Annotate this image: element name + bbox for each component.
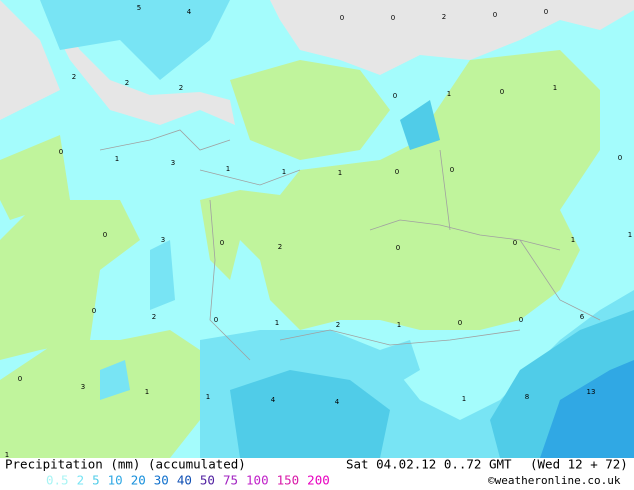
valid-time: Sat 04.02.12 0..72 GMT <box>346 457 512 472</box>
legend-item: 0.5 <box>46 473 69 488</box>
map-value: 0 <box>396 244 400 252</box>
map-value: 0 <box>18 375 22 383</box>
map-value: 0 <box>618 154 622 162</box>
map-value: 1 <box>5 451 9 459</box>
map-value: 1 <box>145 388 149 396</box>
legend-item: 200 <box>307 473 330 488</box>
legend-item: 75 <box>223 473 238 488</box>
wet-area <box>40 0 230 80</box>
map-value: 0 <box>340 14 344 22</box>
map-value: 1 <box>628 231 632 239</box>
map-value: 2 <box>442 13 446 21</box>
map-value: 4 <box>335 398 340 406</box>
wet-area <box>230 370 390 458</box>
map-value: 3 <box>171 159 175 167</box>
legend-item: 50 <box>200 473 215 488</box>
legend-item: 150 <box>277 473 300 488</box>
map-value: 1 <box>397 321 401 329</box>
map-value: 1 <box>282 168 286 176</box>
map-value: 1 <box>571 236 575 244</box>
map-value: 1 <box>447 90 451 98</box>
map-value: 2 <box>125 79 129 87</box>
border <box>99 129 601 361</box>
map-value: 2 <box>72 73 76 81</box>
map-value: 2 <box>152 313 156 321</box>
map-value: 0 <box>544 8 548 16</box>
no-data-area <box>270 0 634 75</box>
map-value: 0 <box>393 92 397 100</box>
map-value: 1 <box>338 169 342 177</box>
map-value: 6 <box>580 313 585 321</box>
map-value: 1 <box>115 155 119 163</box>
legend-item: 5 <box>92 473 100 488</box>
credit: ©weatheronline.co.uk <box>488 474 621 487</box>
map-value: 13 <box>587 388 596 396</box>
map-value: 0 <box>391 14 395 22</box>
map-value: 0 <box>103 231 107 239</box>
legend-item: 20 <box>131 473 146 488</box>
map-value: 5 <box>137 4 141 12</box>
legend-item: 100 <box>246 473 269 488</box>
map-value: 0 <box>458 319 462 327</box>
map-value: 0 <box>450 166 454 174</box>
map-value: 1 <box>553 84 557 92</box>
map-value: 4 <box>271 396 276 404</box>
map-value: 0 <box>513 239 517 247</box>
dry-area <box>0 135 70 220</box>
map-value: 0 <box>214 316 218 324</box>
map-value: 0 <box>59 148 63 156</box>
wet-area <box>540 360 634 458</box>
dry-area <box>230 60 390 160</box>
map-value: 1 <box>226 165 230 173</box>
map-value: 0 <box>519 316 523 324</box>
map-value: 1 <box>462 395 466 403</box>
map-title: Precipitation (mm) (accumulated) <box>5 457 246 472</box>
legend-item: 40 <box>177 473 192 488</box>
legend-item: 30 <box>154 473 169 488</box>
map-value: 0 <box>92 307 96 315</box>
legend-item: 10 <box>108 473 123 488</box>
map-value: 2 <box>336 321 340 329</box>
map-value: 0 <box>220 239 224 247</box>
map-value: 0 <box>500 88 504 96</box>
run-info: (Wed 12 + 72) <box>530 457 628 472</box>
map-value: 4 <box>187 8 192 16</box>
map-value: 3 <box>81 383 85 391</box>
map-value: 0 <box>493 11 497 19</box>
dry-area <box>0 200 140 360</box>
wet-area <box>400 100 440 150</box>
map-value: 1 <box>206 393 210 401</box>
dry-area <box>200 50 600 330</box>
map-value: 1 <box>275 319 279 327</box>
map-value: 2 <box>278 243 282 251</box>
legend-item: 2 <box>77 473 85 488</box>
map-value: 2 <box>179 84 183 92</box>
map-value: 8 <box>525 393 529 401</box>
map-value: 3 <box>161 236 165 244</box>
map-value: 0 <box>395 168 399 176</box>
